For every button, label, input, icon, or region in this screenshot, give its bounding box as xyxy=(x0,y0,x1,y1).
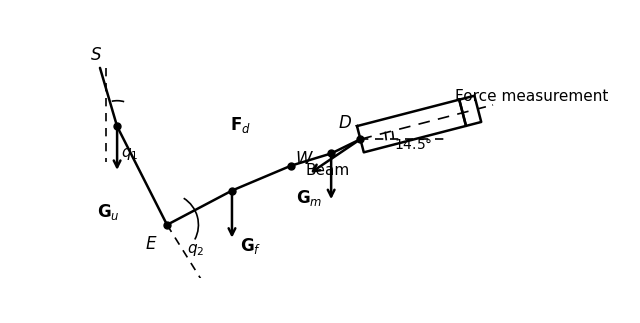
Text: $q_1$: $q_1$ xyxy=(122,146,139,162)
Text: Beam: Beam xyxy=(305,163,349,179)
Text: $\mathbf{G}_m$: $\mathbf{G}_m$ xyxy=(296,188,323,208)
Text: $D$: $D$ xyxy=(338,114,352,132)
Text: $\mathbf{G}_f$: $\mathbf{G}_f$ xyxy=(240,236,261,256)
Text: $W$: $W$ xyxy=(295,150,314,168)
Text: $E$: $E$ xyxy=(145,235,157,253)
Text: Force measurement: Force measurement xyxy=(455,89,609,104)
Text: $q_2$: $q_2$ xyxy=(187,242,204,258)
Text: $14.5°$: $14.5°$ xyxy=(394,138,433,152)
Text: $S$: $S$ xyxy=(90,46,102,64)
Text: $\mathbf{G}_u$: $\mathbf{G}_u$ xyxy=(97,202,119,222)
Text: $\mathbf{F}_d$: $\mathbf{F}_d$ xyxy=(230,115,252,135)
